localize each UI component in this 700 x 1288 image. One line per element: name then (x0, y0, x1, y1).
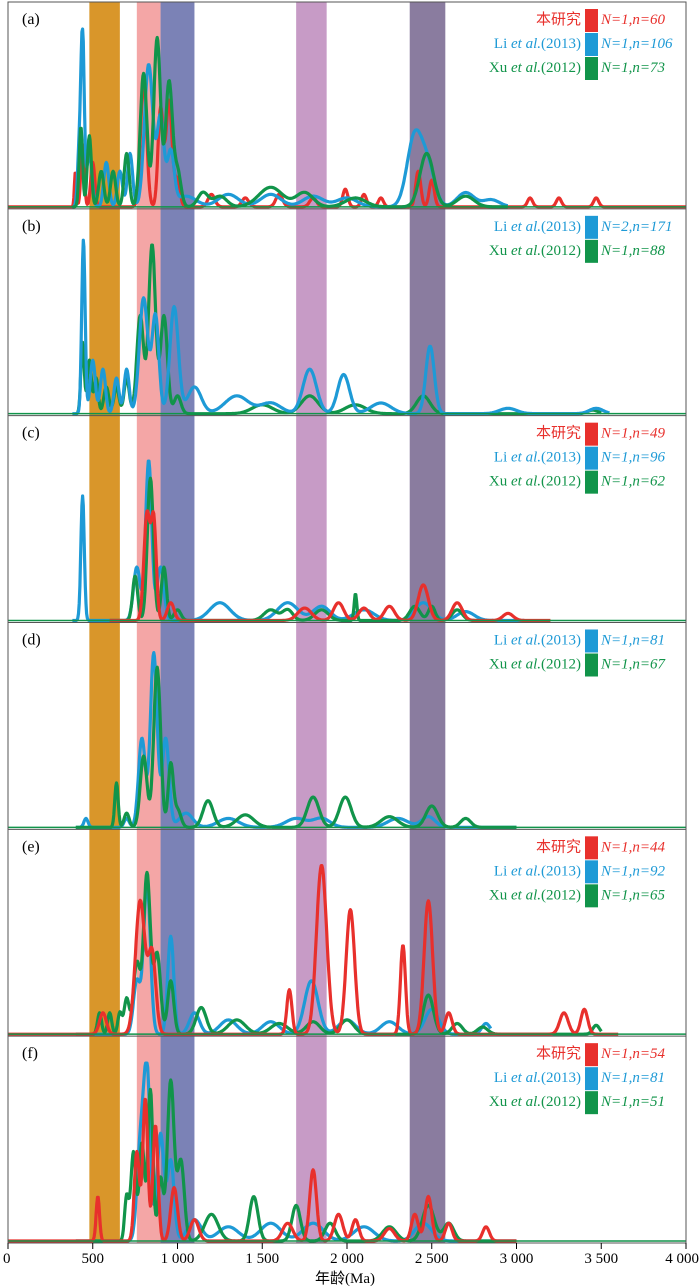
panel-label: (c) (22, 425, 40, 442)
legend-swatch (585, 239, 598, 263)
x-tick-label: 500 (82, 1251, 105, 1267)
legend-name: Xu et al.(2012) (489, 243, 581, 259)
panel-6: (f) 本研究 N=1,n=54 Li et al.(2013) N=1,n=81 Xu … (7, 1043, 686, 1243)
x-tick-label: 2 000 (330, 1251, 364, 1267)
legend-stats: N=1,n=81 (600, 1070, 665, 1086)
legend-stats: N=1,n=106 (600, 36, 673, 52)
x-tick-label: 0 (3, 1251, 11, 1267)
legend-swatch (585, 1043, 598, 1067)
x-axis-label: 年龄(Ma) (315, 1270, 375, 1287)
legend-stats: N=1,n=49 (600, 426, 665, 442)
legend-swatch (585, 629, 598, 653)
chart-panels: (a) 本研究 N=1,n=60 Li et al.(2013) N=1,n=106 Xu… (7, 9, 687, 1243)
panel-label: (e) (22, 838, 40, 855)
panel-label: (d) (22, 632, 41, 649)
x-tick-label: 4 000 (665, 1251, 699, 1267)
legend-swatch (585, 860, 598, 884)
series-line-green (71, 35, 509, 209)
legend-stats: N=1,n=51 (600, 1094, 665, 1110)
legend-name: Li et al.(2013) (494, 863, 581, 879)
legend-stats: N=1,n=44 (600, 839, 665, 855)
panel-5: (e) 本研究 N=1,n=44 Li et al.(2013) N=1,n=92 Xu … (7, 836, 686, 1036)
panel-label: (f) (22, 1045, 38, 1062)
panel-4: (d) Li et al.(2013) N=1,n=81 Xu et al.(2012… (8, 629, 686, 829)
legend-stats: N=1,n=96 (600, 450, 665, 466)
legend-stats: N=2,n=171 (600, 219, 673, 235)
legend-stats: N=1,n=73 (600, 60, 665, 76)
legend-stats: N=1,n=92 (600, 863, 665, 879)
legend-swatch (585, 1091, 598, 1115)
panel-1: (a) 本研究 N=1,n=60 Li et al.(2013) N=1,n=106 Xu… (7, 9, 687, 209)
x-tick-label: 3 500 (584, 1251, 618, 1267)
series-line-blue (74, 651, 518, 829)
panel-2: (b) Li et al.(2013) N=2,n=171 Xu et al.(201… (8, 215, 686, 416)
legend-swatch (585, 884, 598, 908)
x-tick-label: 1 500 (245, 1251, 279, 1267)
legend-name: 本研究 (536, 838, 581, 855)
panel-label: (b) (22, 218, 41, 235)
legend-name: Xu et al.(2012) (489, 60, 581, 76)
series-line-blue (71, 238, 611, 416)
legend-stats: N=1,n=65 (600, 887, 665, 903)
legend-name: 本研究 (536, 1045, 581, 1062)
legend-swatch (585, 33, 598, 56)
series-line-green (74, 1078, 518, 1243)
legend-name: Xu et al.(2012) (489, 887, 581, 903)
panel-3: (c) 本研究 N=1,n=49 Li et al.(2013) N=1,n=96 Xu … (8, 422, 686, 623)
x-tick-label: 1 000 (161, 1251, 195, 1267)
legend-stats: N=1,n=81 (600, 633, 665, 649)
legend-name: Xu et al.(2012) (489, 474, 581, 490)
legend-swatch (585, 57, 598, 80)
legend-swatch (585, 446, 598, 470)
x-axis: 0 500 1 000 1 500 2 000 2 500 3 000 3 500 4 000 (3, 1243, 699, 1267)
chart-frame (7, 1, 687, 1244)
legend-name: 本研究 (536, 425, 581, 442)
legend-swatch (585, 215, 598, 239)
legend-swatch (585, 470, 598, 494)
x-tick-label: 3 000 (500, 1251, 534, 1267)
legend-swatch (585, 653, 598, 677)
legend-stats: N=1,n=88 (600, 243, 665, 259)
series-line-green (108, 476, 484, 623)
legend-name: 本研究 (536, 11, 581, 28)
legend-name: Li et al.(2013) (494, 450, 581, 466)
legend-stats: N=1,n=60 (600, 12, 665, 28)
legend-name: Li et al.(2013) (494, 1070, 581, 1086)
legend-swatch (585, 9, 598, 32)
legend-swatch (585, 836, 598, 860)
legend-name: Li et al.(2013) (494, 219, 581, 235)
legend-stats: N=1,n=67 (600, 657, 666, 673)
legend-stats: N=1,n=54 (600, 1046, 665, 1062)
legend-stats: N=1,n=62 (600, 474, 665, 490)
panel-label: (a) (22, 11, 40, 28)
legend-swatch (585, 422, 598, 446)
x-tick-label: 2 500 (415, 1251, 449, 1267)
legend-swatch (585, 1067, 598, 1091)
legend-name: Xu et al.(2012) (489, 1094, 581, 1110)
legend-name: Li et al.(2013) (494, 633, 581, 649)
legend-name: Li et al.(2013) (494, 36, 581, 52)
legend-name: Xu et al.(2012) (489, 657, 581, 673)
